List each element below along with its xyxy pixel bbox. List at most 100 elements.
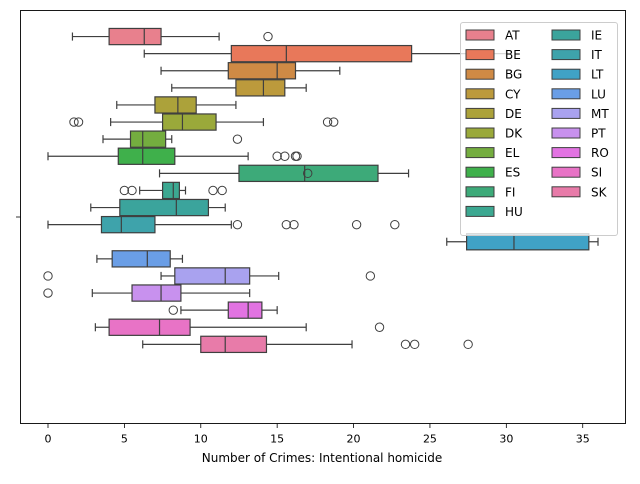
- box-lu: [96, 250, 184, 268]
- iqr-box: [161, 181, 180, 200]
- box-ie: [90, 198, 226, 217]
- box-sk: [142, 335, 473, 354]
- legend-swatch: [551, 49, 581, 61]
- x-tick-label: 5: [121, 433, 128, 446]
- iqr-box: [227, 62, 297, 80]
- box-es: [47, 147, 302, 165]
- outlier-point: [73, 117, 84, 127]
- legend-item-cy: CY: [465, 87, 521, 101]
- legend-label: LT: [591, 68, 604, 82]
- outlier-point: [400, 339, 411, 350]
- legend-label: MT: [591, 107, 609, 121]
- outlier-point: [374, 322, 385, 332]
- box-ro: [168, 301, 278, 319]
- legend-label: SI: [591, 166, 602, 180]
- legend-swatch: [551, 147, 581, 159]
- iqr-box: [235, 79, 286, 97]
- legend-swatch: [465, 49, 495, 61]
- legend-swatch: [551, 166, 581, 178]
- legend-label: EL: [505, 146, 520, 160]
- outlier-point: [217, 185, 227, 196]
- legend-item-ie: IE: [551, 29, 602, 43]
- box-be: [143, 44, 507, 63]
- outlier-point: [127, 185, 137, 196]
- box-el: [102, 130, 243, 148]
- iqr-box: [238, 164, 379, 183]
- x-tick-label: 0: [45, 433, 52, 446]
- legend-item-sk: SK: [551, 185, 608, 199]
- outlier-point: [43, 271, 53, 281]
- iqr-box: [227, 301, 263, 319]
- box-de: [116, 96, 237, 114]
- legend-label: DE: [505, 107, 522, 121]
- legend-item-pt: PT: [551, 127, 606, 141]
- outlier-point: [390, 219, 400, 230]
- legend-item-ro: RO: [551, 146, 609, 160]
- iqr-box: [117, 147, 176, 165]
- x-tick-label: 35: [576, 433, 590, 446]
- legend-item-es: ES: [465, 166, 520, 180]
- legend-swatch: [465, 68, 495, 80]
- legend-swatch: [465, 88, 495, 100]
- legend-swatch: [551, 29, 581, 41]
- legend-item-dk: DK: [465, 127, 523, 141]
- legend-label: RO: [591, 146, 609, 160]
- legend-label: LU: [591, 87, 606, 101]
- legend-item-lt: LT: [551, 68, 604, 82]
- outlier-point: [365, 271, 376, 281]
- legend-label: DK: [505, 127, 523, 141]
- legend-item-be: BE: [465, 48, 521, 62]
- box-it: [47, 215, 400, 234]
- outlier-point: [292, 151, 302, 161]
- box-fi: [158, 164, 410, 183]
- box-lt: [446, 233, 599, 251]
- legend-item-bg: BG: [465, 68, 522, 82]
- x-tick-label: 20: [347, 433, 361, 446]
- legend-label: AT: [505, 29, 520, 43]
- legend-label: CY: [505, 87, 521, 101]
- x-tick-label: 10: [194, 433, 208, 446]
- legend-item-lu: LU: [551, 87, 606, 101]
- iqr-box: [174, 267, 251, 285]
- outlier-point: [208, 185, 218, 196]
- outlier-point: [43, 288, 53, 298]
- outlier-point: [409, 339, 420, 350]
- box-dk: [69, 113, 339, 131]
- outlier-point: [232, 134, 243, 144]
- box-hu: [119, 181, 227, 200]
- box-mt: [43, 267, 376, 285]
- legend-item-de: DE: [465, 107, 522, 121]
- iqr-box: [200, 335, 268, 354]
- iqr-box: [129, 130, 167, 148]
- iqr-box: [161, 113, 217, 131]
- outlier-point: [289, 219, 299, 230]
- legend-swatch: [465, 107, 495, 119]
- legend-label: IE: [591, 29, 602, 43]
- legend-label: BG: [505, 68, 522, 82]
- x-tick-label: 30: [499, 433, 513, 446]
- legend-item-hu: HU: [465, 205, 523, 219]
- legend-swatch: [465, 147, 495, 159]
- legend-item-si: SI: [551, 166, 602, 180]
- iqr-box: [119, 198, 210, 217]
- iqr-box: [108, 318, 191, 336]
- legend-swatch: [465, 205, 495, 217]
- iqr-box: [131, 284, 182, 302]
- outlier-point: [119, 185, 130, 196]
- legend-label: IT: [591, 48, 603, 62]
- boxes-layer: [43, 27, 599, 354]
- box-at: [71, 27, 273, 46]
- legend-item-mt: MT: [551, 107, 609, 121]
- x-tick-label: 15: [270, 433, 284, 446]
- outlier-point: [322, 117, 333, 127]
- legend-swatch: [551, 186, 581, 198]
- legend: AT BE BG CY DE DK EL ES FI HU IE IT LT LU MT PT RO SI SK: [460, 22, 618, 236]
- legend-label: PT: [591, 127, 606, 141]
- legend-swatch: [465, 166, 495, 178]
- legend-label: FI: [505, 185, 515, 199]
- legend-swatch: [551, 88, 581, 100]
- outlier-point: [463, 339, 473, 350]
- legend-item-el: EL: [465, 146, 520, 160]
- outlier-point: [69, 117, 79, 127]
- legend-swatch: [551, 107, 581, 119]
